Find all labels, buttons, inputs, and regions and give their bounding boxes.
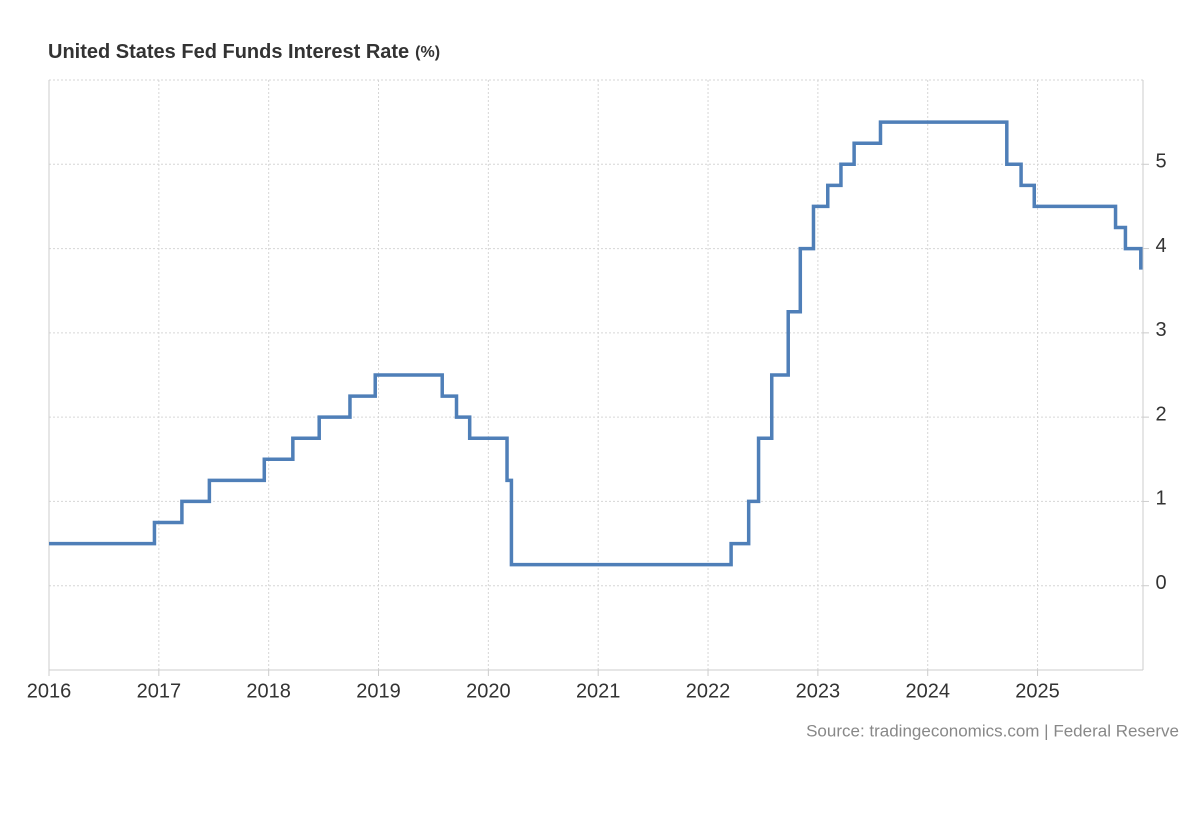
y-tick-label: 2	[1155, 403, 1166, 425]
chart-title: United States Fed Funds Interest Rate (%)	[48, 41, 440, 63]
title-text: United States Fed Funds Interest Rate	[48, 41, 409, 63]
source-note: Source: tradingeconomics.com | Federal R…	[806, 721, 1179, 740]
x-tick-label: 2018	[246, 680, 291, 702]
x-tick-label: 2025	[1015, 680, 1060, 702]
x-tick-label: 2022	[686, 680, 731, 702]
x-tick-label: 2017	[137, 680, 182, 702]
title-unit: (%)	[415, 44, 440, 61]
y-tick-label: 4	[1155, 235, 1166, 257]
x-tick-label: 2021	[576, 680, 621, 702]
x-tick-label: 2020	[466, 680, 511, 702]
y-tick-label: 1	[1155, 488, 1166, 510]
y-tick-label: 3	[1155, 319, 1166, 341]
rate-line	[49, 120, 1143, 567]
x-tick-label: 2023	[796, 680, 841, 702]
x-tick-label: 2024	[905, 680, 950, 702]
x-tick-label: 2019	[356, 680, 401, 702]
y-tick-label: 5	[1155, 151, 1166, 173]
x-tick-label: 2016	[27, 680, 72, 702]
y-tick-label: 0	[1155, 572, 1166, 594]
